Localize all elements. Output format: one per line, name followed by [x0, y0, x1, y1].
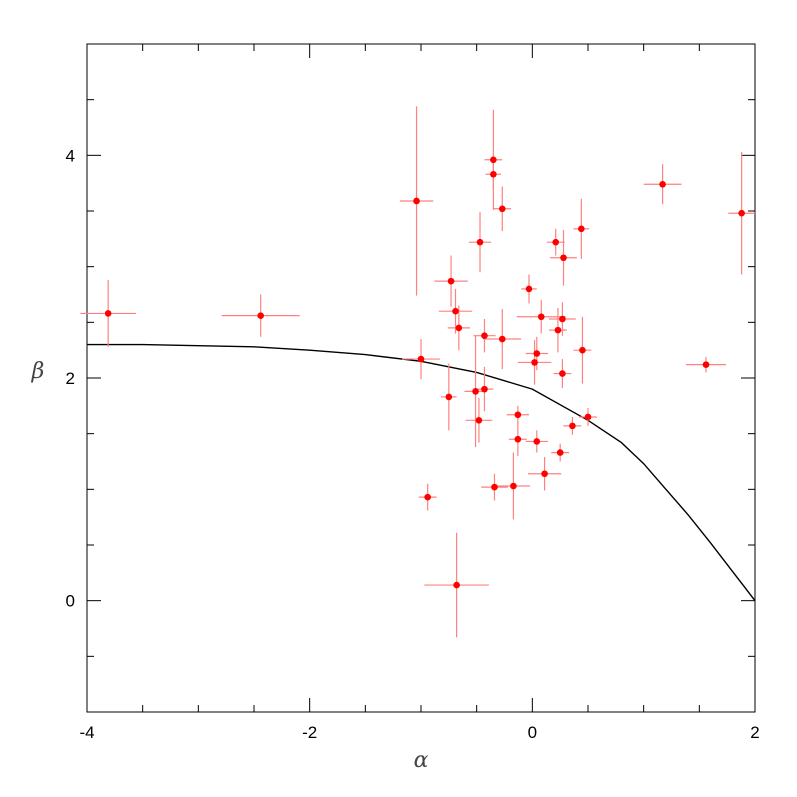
data-point [257, 312, 264, 319]
data-point [560, 254, 567, 262]
data-point [584, 413, 592, 421]
data-point [481, 332, 488, 339]
data-point [490, 156, 497, 164]
x-tick-label: 2 [750, 723, 759, 742]
error-bars [80, 106, 755, 638]
model-curve [87, 343, 756, 602]
data-point [659, 180, 666, 188]
data-point [455, 324, 463, 332]
data-point [498, 205, 506, 213]
data-point [552, 238, 560, 246]
data-markers [104, 156, 745, 589]
data-point [413, 197, 420, 205]
y-tick-label: 0 [66, 592, 75, 611]
data-point [531, 359, 538, 366]
data-point [738, 209, 745, 217]
data-point [514, 435, 522, 443]
tick-labels: -4 -2 0 2 0 2 4 [66, 146, 760, 742]
data-point [104, 310, 112, 317]
x-tick-label: 0 [528, 723, 537, 742]
data-point [559, 370, 566, 377]
data-point [476, 238, 484, 246]
model-curve-layer [87, 343, 756, 602]
data-point [447, 277, 455, 285]
y-tick-label: 2 [66, 369, 75, 388]
x-tick-label: -4 [79, 723, 94, 742]
data-point [569, 422, 576, 430]
x-axis-label: α [414, 748, 429, 773]
data-point [424, 493, 431, 501]
data-point [533, 350, 541, 357]
data-point [578, 225, 585, 233]
data-point [510, 482, 517, 490]
data-point [525, 285, 533, 293]
data-point [498, 335, 506, 343]
data-point [491, 483, 498, 491]
data-point [533, 438, 541, 445]
data-point [445, 393, 453, 401]
data-point [579, 346, 586, 354]
data-point [537, 313, 545, 321]
data-point [452, 307, 459, 315]
data-point [472, 388, 479, 395]
data-point [481, 385, 488, 393]
y-axis-label: β [31, 359, 45, 384]
data-point [417, 355, 425, 363]
x-tick-label: -2 [302, 723, 317, 742]
axis-ticks [86, 43, 756, 713]
data-point [453, 581, 460, 589]
data-point [702, 361, 710, 368]
data-point [541, 470, 548, 478]
data-point [514, 411, 522, 419]
data-point [559, 315, 566, 323]
y-tick-label: 4 [66, 146, 75, 165]
data-point [554, 326, 562, 334]
data-point [490, 170, 497, 178]
data-point [475, 417, 483, 424]
data-point [556, 449, 564, 456]
